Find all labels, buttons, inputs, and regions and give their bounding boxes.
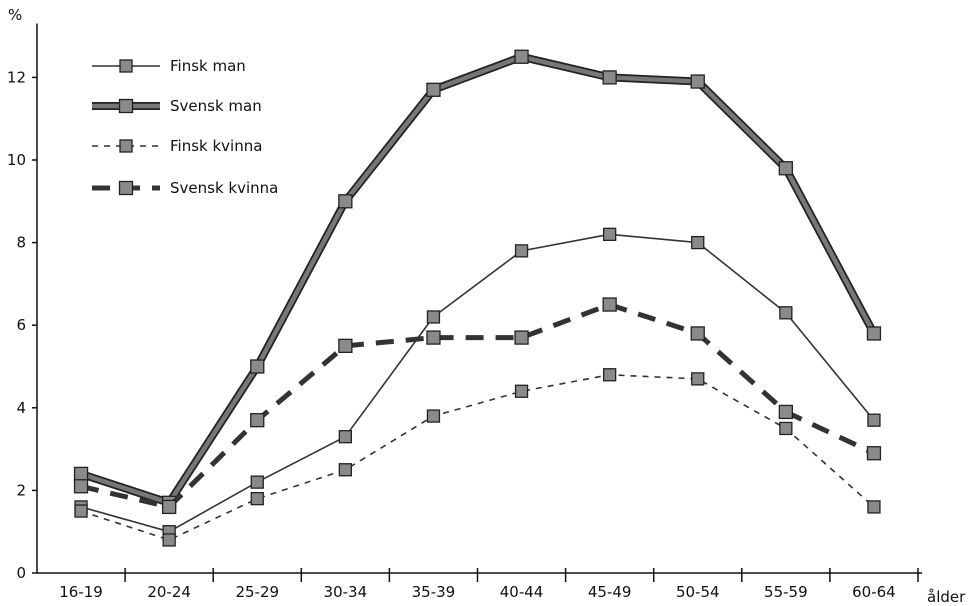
x-tick-label: 25-29 [235, 583, 279, 601]
axes: % ålder 0 2 4 6 8 10 12 16-19 20-24 25-29 30-34 35… [7, 6, 966, 606]
data-point [338, 338, 353, 354]
y-tick-label: 10 [7, 151, 26, 169]
data-point [73, 479, 89, 494]
series-line-outline [79, 52, 878, 507]
series-layer [73, 49, 882, 547]
data-point [867, 500, 881, 514]
x-axis-unit-label: ålder [927, 588, 966, 606]
data-point [779, 421, 793, 436]
data-point [690, 74, 705, 89]
y-tick-label: 6 [16, 316, 26, 334]
legend-label: Svensk kvinna [170, 179, 278, 197]
x-tick-label: 40-44 [500, 583, 544, 601]
data-point [426, 310, 441, 324]
x-ticks: 16-19 20-24 25-29 30-34 35-39 40-44 45-49 50-54… [59, 568, 919, 601]
data-point [867, 413, 881, 427]
data-point [338, 463, 353, 477]
x-tick-label: 35-39 [412, 583, 456, 601]
y-tick-label: 12 [7, 68, 26, 86]
y-tick-label: 4 [16, 399, 26, 417]
data-point [691, 235, 705, 250]
data-point [426, 330, 441, 345]
legend-item: Svensk kvinna [92, 179, 278, 197]
x-tick-label: 45-49 [588, 583, 632, 601]
x-tick-label: 20-24 [147, 583, 191, 601]
data-point [514, 244, 529, 258]
y-axis-unit-label: % [8, 6, 22, 24]
data-point [74, 504, 88, 518]
y-tick-label: 2 [16, 481, 26, 499]
data-point [426, 82, 441, 97]
data-point [514, 49, 529, 64]
data-point [690, 326, 705, 341]
data-point [866, 326, 882, 341]
series-line [80, 233, 875, 533]
y-ticks: 0 2 4 6 8 10 12 [7, 68, 37, 582]
legend-label: Finsk kvinna [170, 137, 262, 155]
series-3 [73, 297, 882, 515]
y-tick-label: 0 [16, 564, 26, 582]
data-point [161, 499, 177, 515]
legend-swatch-marker [119, 139, 133, 153]
data-point [603, 227, 617, 241]
data-point [73, 466, 89, 482]
series-0 [74, 227, 881, 539]
legend-item: Finsk kvinna [92, 137, 262, 155]
legend: Finsk man Svensk man Finsk kvinna Svensk kv… [92, 57, 278, 197]
legend-swatch-marker [118, 98, 134, 114]
data-point [602, 70, 617, 85]
data-point [338, 430, 353, 444]
data-point [778, 161, 793, 176]
legend-label: Svensk man [170, 97, 262, 115]
series-line [80, 54, 876, 506]
data-point [778, 404, 793, 420]
x-tick-label: 55-59 [764, 583, 808, 601]
data-point [514, 330, 529, 345]
x-tick-label: 60-64 [852, 583, 896, 601]
data-point [514, 384, 529, 398]
x-tick-label: 16-19 [59, 583, 103, 601]
series-line [80, 302, 875, 510]
data-point [250, 413, 265, 428]
data-point [250, 492, 264, 506]
series-1 [73, 49, 882, 510]
x-tick-label: 50-54 [676, 583, 720, 601]
legend-item: Finsk man [92, 57, 246, 75]
x-tick-label: 30-34 [324, 583, 368, 601]
data-point [779, 306, 793, 320]
data-point [426, 409, 441, 423]
data-point [250, 475, 264, 489]
data-point [866, 446, 882, 461]
legend-label: Finsk man [170, 57, 246, 75]
data-point [338, 194, 353, 209]
data-point [250, 359, 265, 374]
series-2 [74, 368, 881, 547]
data-point [603, 368, 617, 382]
legend-item: Svensk man [92, 97, 262, 115]
data-point [162, 533, 176, 547]
legend-swatch-marker [119, 59, 133, 73]
data-point [602, 297, 617, 312]
legend-swatch-marker [118, 180, 134, 196]
data-point [691, 372, 705, 386]
y-tick-label: 8 [16, 234, 26, 252]
